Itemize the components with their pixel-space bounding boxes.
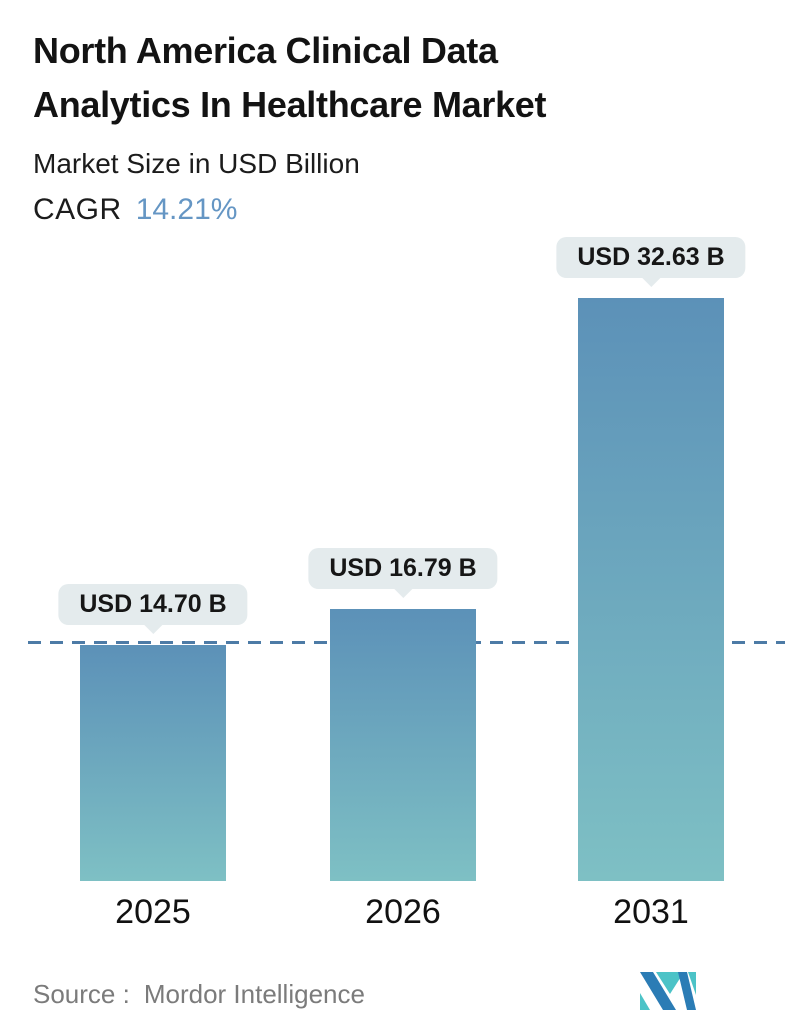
x-tick-label: 2031 xyxy=(613,893,689,931)
chart-title-line-2: Analytics In Healthcare Market xyxy=(33,84,547,125)
x-tick-label: 2025 xyxy=(115,893,191,931)
bar xyxy=(578,298,724,881)
cagr-row: CAGR 14.21% xyxy=(33,193,546,227)
source-attribution: Source : Mordor Intelligence xyxy=(33,979,365,1010)
cagr-value: 14.21% xyxy=(135,193,238,226)
chart-title: North America Clinical Data Analytics In… xyxy=(33,24,547,132)
cagr-label: CAGR xyxy=(33,193,122,226)
chart-title-line-1: North America Clinical Data xyxy=(33,30,498,71)
bar xyxy=(330,609,476,881)
bar xyxy=(80,645,226,881)
mordor-intelligence-logo xyxy=(640,972,696,1010)
bar-value-bubble: USD 14.70 B xyxy=(58,584,248,625)
x-tick-label: 2026 xyxy=(365,893,441,931)
bar-value-bubble: USD 16.79 B xyxy=(308,548,498,589)
chart-subtitle: Market Size in USD Billion xyxy=(33,148,360,179)
source-value: Mordor Intelligence xyxy=(143,979,365,1009)
bar-value-bubble: USD 32.63 B xyxy=(556,237,746,278)
chart-header: North America Clinical Data Analytics In… xyxy=(33,24,547,227)
source-label: Source : xyxy=(33,979,130,1009)
